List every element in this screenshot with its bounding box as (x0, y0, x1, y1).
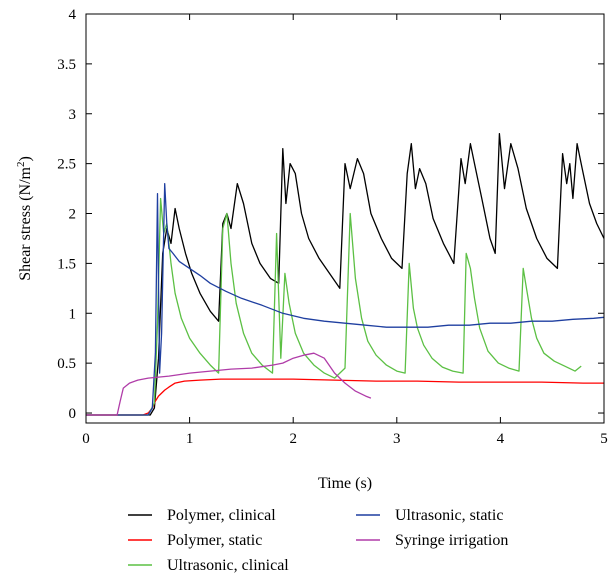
legend-label: Ultrasonic, clinical (167, 557, 289, 574)
x-axis-title: Time (s) (318, 475, 372, 492)
x-tick-label: 0 (82, 431, 90, 447)
legend-label: Syringe irrigation (395, 532, 508, 549)
x-axis: 0 1 2 3 4 5 (82, 14, 608, 447)
x-tick-label: 1 (186, 431, 194, 447)
y-tick-label: 2 (69, 207, 77, 223)
plot-lines (86, 133, 605, 416)
y-tick-label: 2.5 (57, 157, 76, 173)
y-axis-title-sup: 2 (15, 162, 27, 168)
y-axis-title-main: Shear stress (N/m (17, 166, 34, 280)
y-axis: 0 0.5 1 1.5 2 2.5 3 3.5 4 (57, 7, 604, 422)
legend-label: Polymer, clinical (167, 507, 276, 524)
y-tick-label: 0.5 (57, 356, 76, 372)
x-tick-label: 2 (289, 431, 297, 447)
legend-label: Ultrasonic, static (395, 507, 503, 524)
y-tick-label: 0 (69, 406, 77, 422)
y-tick-label: 4 (69, 7, 77, 23)
y-tick-label: 1 (69, 306, 77, 322)
x-tick-label: 4 (497, 431, 505, 447)
series-line (86, 352, 372, 416)
series-line (86, 133, 605, 416)
legend-label: Polymer, static (167, 532, 262, 549)
legend: Polymer, clinical Polymer, static Ultrason… (128, 507, 508, 574)
y-tick-label: 1.5 (57, 256, 76, 272)
series-line (86, 197, 582, 416)
y-axis-title-close: ) (17, 156, 34, 161)
y-tick-label: 3 (69, 107, 77, 123)
series-line (86, 378, 604, 416)
x-tick-label: 3 (393, 431, 401, 447)
y-axis-title: Shear stress (N/m2) (15, 156, 34, 281)
plot-frame (85, 13, 605, 424)
x-tick-label: 5 (600, 431, 608, 447)
series-line (86, 182, 605, 416)
y-tick-label: 3.5 (57, 57, 76, 73)
